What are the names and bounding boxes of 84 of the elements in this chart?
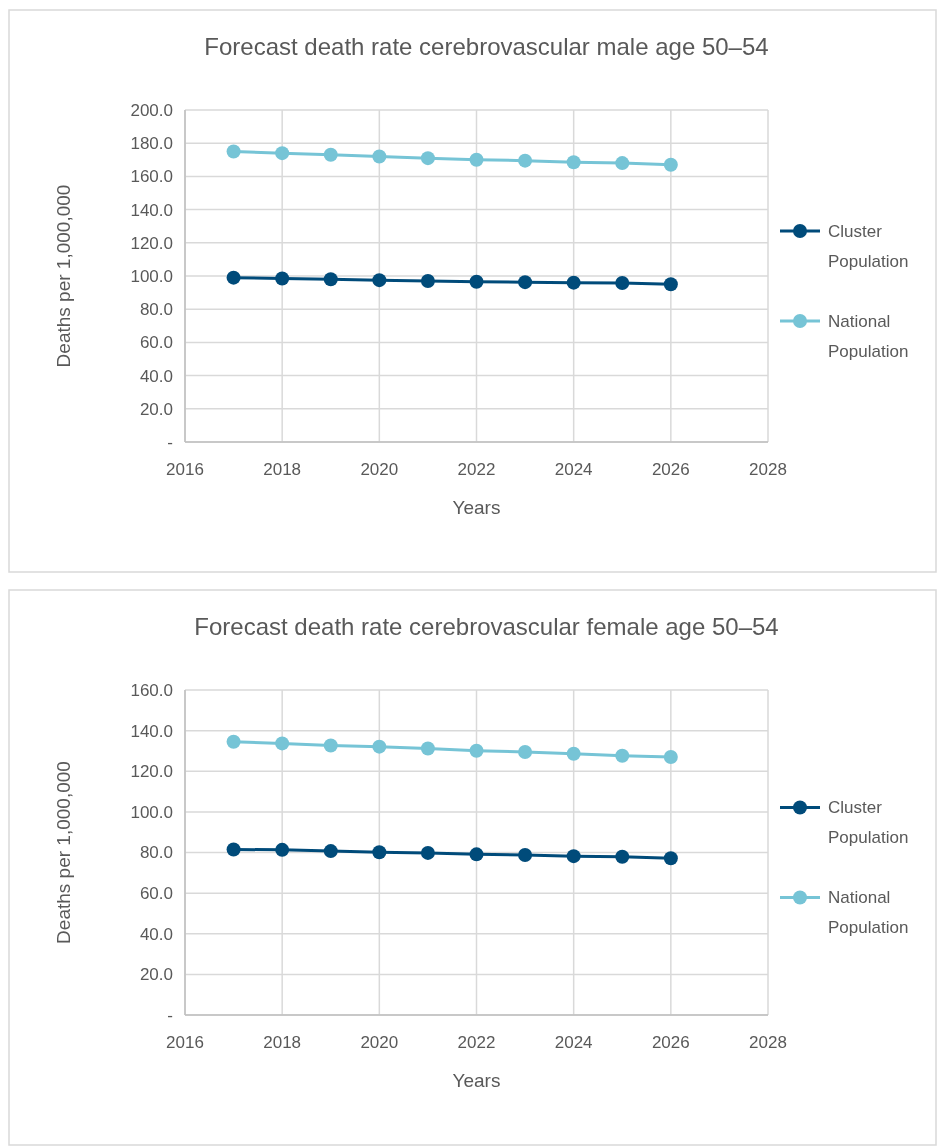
x-tick-label: 2020 — [360, 1033, 399, 1052]
legend-label: National Population — [828, 311, 909, 361]
x-axis-title: Years — [452, 497, 501, 518]
point — [518, 847, 533, 862]
y-tick-label: 140.0 — [130, 721, 173, 741]
x-tick-label: 2020 — [360, 460, 399, 479]
x-tick-label: 2022 — [457, 1033, 496, 1052]
point — [566, 849, 581, 864]
point — [275, 736, 290, 751]
point — [615, 849, 630, 864]
point — [663, 277, 678, 292]
point — [420, 845, 435, 860]
point — [518, 153, 533, 168]
y-tick-label: 120.0 — [130, 233, 173, 253]
y-tick-label: 180.0 — [130, 134, 173, 154]
point — [469, 847, 484, 862]
y-tick-label: 40.0 — [139, 366, 173, 386]
point — [372, 149, 387, 164]
point — [372, 273, 387, 288]
chart-title: Forecast death rate cerebrovascular male age 50–54 — [204, 33, 769, 60]
y-tick-label: 160.0 — [130, 167, 173, 187]
y-tick-label: - — [167, 1005, 173, 1025]
chart-title: Forecast death rate cerebrovascular female age 50–54 — [194, 613, 779, 640]
y-tick-label: 140.0 — [130, 200, 173, 220]
x-tick-label: 2018 — [263, 1033, 302, 1052]
legend-label: National Population — [828, 888, 909, 938]
point — [469, 743, 484, 758]
point — [372, 845, 387, 860]
point — [420, 273, 435, 288]
x-tick-label: 2024 — [554, 460, 593, 479]
x-tick-label: 2026 — [651, 460, 690, 479]
point — [420, 151, 435, 166]
point — [323, 147, 338, 162]
point — [226, 270, 241, 285]
legend-label: Cluster Population — [828, 798, 909, 848]
y-axis-title: Deaths per 1,000,000 — [53, 184, 74, 368]
x-tick-label: 2016 — [166, 460, 204, 479]
point — [566, 275, 581, 290]
y-tick-label: 20.0 — [139, 399, 173, 419]
point — [663, 157, 678, 172]
x-tick-label: 2016 — [166, 1033, 204, 1052]
y-tick-label: 60.0 — [139, 884, 173, 904]
y-tick-label: 60.0 — [139, 333, 173, 353]
point — [615, 275, 630, 290]
y-tick-label: 200.0 — [130, 100, 173, 120]
point — [663, 851, 678, 866]
point — [275, 271, 290, 286]
point — [566, 746, 581, 761]
point — [226, 144, 241, 159]
point — [323, 844, 338, 859]
x-tick-label: 2028 — [749, 460, 787, 479]
y-tick-label: 120.0 — [130, 762, 173, 782]
y-tick-label: 160.0 — [130, 680, 173, 700]
y-tick-label: 80.0 — [139, 300, 173, 320]
point — [372, 739, 387, 754]
x-tick-label: 2022 — [457, 460, 496, 479]
y-tick-label: 80.0 — [139, 843, 173, 863]
y-tick-label: 100.0 — [130, 266, 173, 286]
point — [226, 842, 241, 857]
x-tick-label: 2018 — [263, 460, 302, 479]
point — [226, 734, 241, 749]
y-tick-label: - — [167, 432, 173, 452]
point — [420, 741, 435, 756]
x-tick-label: 2028 — [749, 1033, 787, 1052]
point — [275, 842, 290, 857]
point — [615, 156, 630, 171]
point — [615, 748, 630, 763]
point — [469, 274, 484, 289]
point — [518, 275, 533, 290]
x-tick-label: 2026 — [651, 1033, 690, 1052]
point — [323, 272, 338, 287]
point — [566, 155, 581, 170]
point — [663, 750, 678, 765]
point — [518, 744, 533, 759]
x-tick-label: 2024 — [554, 1033, 593, 1052]
x-axis-title: Years — [452, 1070, 501, 1091]
y-axis-title: Deaths per 1,000,000 — [53, 761, 74, 944]
y-tick-label: 40.0 — [139, 924, 173, 944]
y-tick-label: 100.0 — [130, 802, 173, 822]
legend-label: Cluster Population — [828, 221, 909, 271]
point — [323, 738, 338, 753]
y-tick-label: 20.0 — [139, 965, 173, 985]
point — [275, 146, 290, 161]
point — [469, 152, 484, 167]
